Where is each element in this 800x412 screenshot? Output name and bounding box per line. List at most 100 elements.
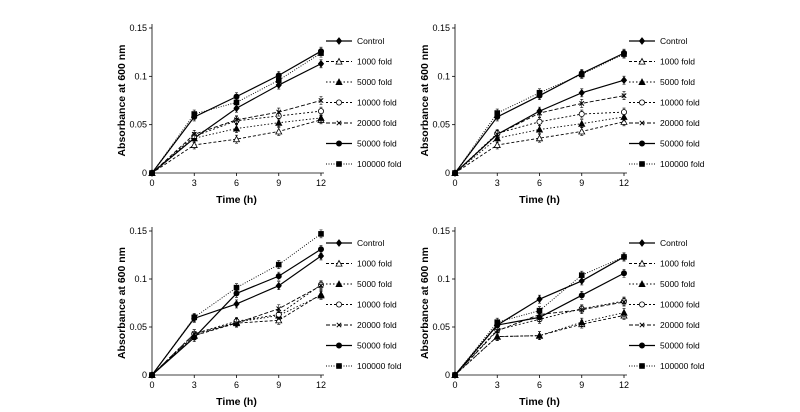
data-point (149, 372, 155, 378)
data-point (317, 252, 325, 260)
data-point (317, 108, 324, 115)
data-point (536, 307, 543, 314)
data-point (578, 127, 586, 135)
data-point (578, 292, 585, 299)
data-point (233, 300, 240, 308)
legend-label: 1000 fold (660, 259, 695, 269)
series-line (454, 121, 625, 174)
x-tick-label: 3 (192, 380, 197, 390)
legend-marker (638, 280, 646, 288)
x-axis-title: Time (h) (216, 194, 257, 206)
legend-label: 20000 fold (660, 118, 700, 128)
legend-marker (335, 280, 343, 288)
legend-marker (335, 37, 343, 45)
data-point (191, 111, 198, 117)
legend-marker (335, 301, 342, 308)
y-tick-label: 0.1 (134, 71, 147, 81)
data-point (233, 284, 240, 291)
x-tick-label: 3 (495, 380, 500, 390)
legend-marker (639, 322, 645, 328)
x-tick-label: 9 (579, 380, 584, 390)
legend-label: Control (660, 238, 688, 248)
legend-label: 10000 fold (660, 98, 700, 108)
legend-marker (639, 301, 646, 308)
legend-marker (639, 120, 645, 126)
y-axis-title: Absorbance at 600 nm (116, 247, 128, 359)
x-tick-label: 0 (149, 380, 154, 390)
data-point (317, 59, 325, 68)
legend-label: 10000 fold (660, 300, 700, 310)
legend-label: 50000 fold (357, 341, 397, 351)
legend-marker (335, 78, 343, 85)
legend-label: 5000 fold (357, 279, 392, 289)
legend-label: 100000 fold (357, 361, 402, 371)
x-tick-label: 6 (234, 380, 239, 390)
data-point (621, 93, 627, 99)
data-point (536, 89, 543, 96)
series-line (151, 284, 322, 376)
data-point (536, 118, 543, 125)
data-point (579, 307, 585, 313)
data-point (578, 71, 585, 78)
data-point (318, 231, 324, 237)
series-line (151, 248, 322, 376)
data-point (535, 331, 544, 339)
data-point (276, 306, 282, 312)
x-axis-title: Time (h) (519, 194, 560, 206)
data-point (452, 170, 458, 176)
y-tick-label: 0.1 (134, 274, 147, 284)
legend-marker (336, 120, 342, 126)
data-point (536, 110, 543, 116)
y-tick-label: 0.1 (437, 274, 450, 284)
data-point (191, 131, 197, 137)
series-line (151, 255, 322, 376)
data-point (318, 283, 324, 289)
legend-marker (639, 363, 645, 369)
legend-marker (639, 140, 646, 147)
legend-label: 5000 fold (660, 279, 695, 289)
x-tick-label: 3 (192, 178, 197, 188)
chart-panel-1: 0 3 6 9 12 0 0.05 0.1 0.15 Time (h) Absorbance at … (116, 23, 402, 206)
y-tick-label: 0 (445, 168, 450, 178)
data-point (620, 113, 628, 120)
x-tick-label: 6 (537, 380, 542, 390)
data-point (535, 134, 544, 142)
x-tick-label: 9 (276, 178, 281, 188)
data-point (318, 97, 324, 104)
legend-label: 5000 fold (660, 77, 695, 87)
data-point (233, 99, 240, 106)
y-axis-title: Absorbance at 600 nm (116, 44, 128, 156)
x-tick-label: 9 (276, 380, 281, 390)
data-point (621, 270, 628, 277)
legend-label: Control (357, 36, 385, 46)
legend-label: 50000 fold (660, 139, 700, 149)
legend-marker (336, 322, 342, 328)
series-line (151, 119, 322, 174)
data-point (578, 111, 585, 118)
data-point (494, 319, 501, 325)
x-tick-label: 12 (316, 380, 326, 390)
legend-label: 100000 fold (660, 361, 705, 371)
data-point (536, 295, 543, 303)
legend-label: 10000 fold (357, 98, 397, 108)
legend-marker (638, 37, 646, 45)
data-point (578, 272, 585, 278)
legend-marker (639, 342, 646, 349)
y-tick-label: 0.05 (432, 322, 450, 332)
data-point (621, 109, 628, 116)
legend-label: 1000 fold (660, 57, 695, 67)
legend-label: 100000 fold (660, 159, 705, 169)
series-line (151, 100, 322, 174)
data-point (317, 291, 325, 299)
legend-marker (638, 57, 646, 65)
y-tick-label: 0 (445, 370, 450, 380)
data-point (190, 141, 198, 148)
y-tick-label: 0.05 (129, 120, 147, 130)
data-point (191, 314, 198, 321)
chart-panel-3: 0 3 6 9 12 0 0.05 0.1 0.15 Time (h) Absorbance at … (116, 226, 402, 408)
data-point (318, 50, 324, 56)
legend-label: Control (357, 238, 385, 248)
data-point (620, 308, 628, 316)
data-point (535, 125, 544, 133)
